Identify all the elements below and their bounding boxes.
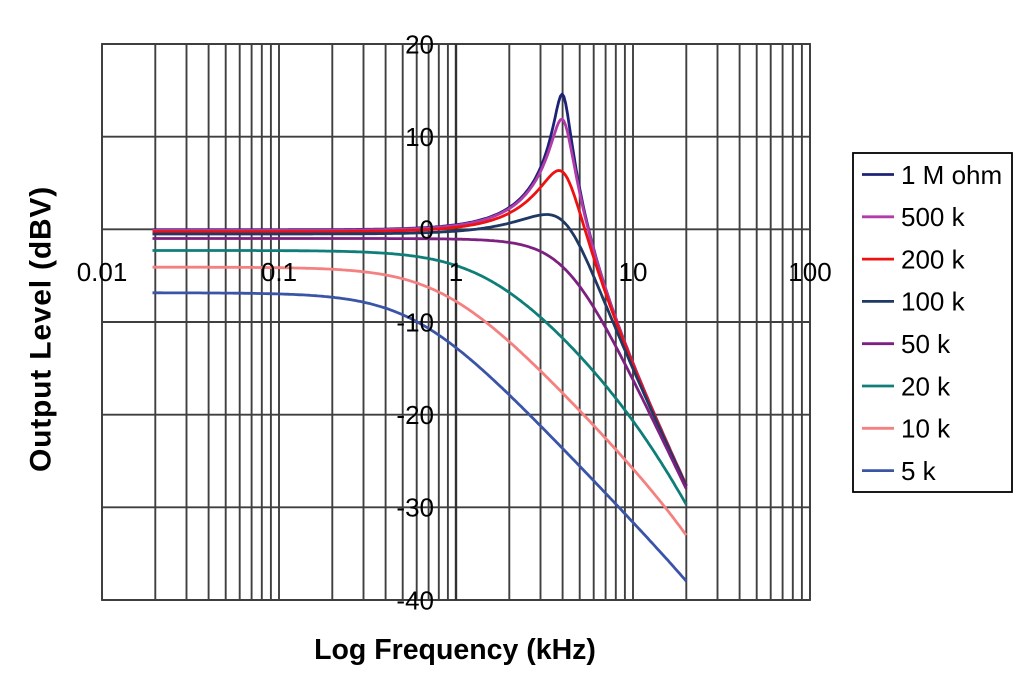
svg-text:10 k: 10 k: [901, 414, 951, 444]
svg-text:200 k: 200 k: [901, 244, 966, 274]
svg-text:10: 10: [619, 257, 648, 287]
svg-text:50 k: 50 k: [901, 329, 951, 359]
svg-text:20 k: 20 k: [901, 371, 951, 401]
svg-text:1 M ohm: 1 M ohm: [901, 160, 1002, 190]
svg-text:0: 0: [420, 215, 434, 245]
svg-text:10: 10: [405, 122, 434, 152]
svg-text:0.1: 0.1: [261, 257, 297, 287]
svg-text:Output Level (dBV): Output Level (dBV): [25, 186, 58, 472]
svg-text:-40: -40: [396, 585, 434, 615]
svg-text:-20: -20: [396, 400, 434, 430]
svg-text:1: 1: [449, 257, 463, 287]
svg-text:100 k: 100 k: [901, 287, 966, 317]
svg-text:100: 100: [788, 257, 831, 287]
svg-text:500 k: 500 k: [901, 202, 966, 232]
svg-text:-30: -30: [396, 493, 434, 523]
svg-text:0.01: 0.01: [77, 257, 128, 287]
svg-text:20: 20: [405, 29, 434, 59]
svg-text:5 k: 5 k: [901, 456, 937, 486]
svg-text:Log Frequency (kHz): Log Frequency (kHz): [314, 634, 596, 666]
svg-text:-10: -10: [396, 307, 434, 337]
